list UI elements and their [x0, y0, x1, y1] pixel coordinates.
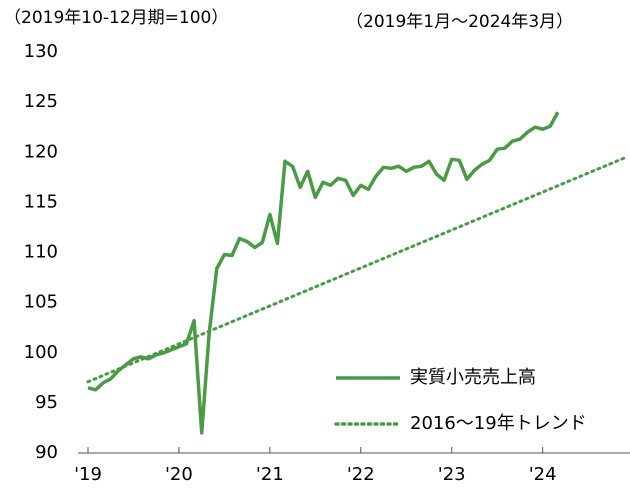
- x-tick-label: '23: [438, 464, 466, 485]
- y-tick-label: 105: [24, 292, 58, 313]
- y-tick-label: 125: [24, 91, 58, 112]
- subtitle-right: （2019年1月～2024年3月）: [346, 12, 573, 32]
- x-tick-label: '22: [347, 464, 375, 485]
- y-tick-label: 120: [24, 141, 58, 162]
- y-tick-label: 100: [24, 342, 58, 363]
- y-tick-label: 95: [35, 392, 58, 413]
- legend-label: 実質小売売上高: [410, 367, 536, 388]
- y-tick-label: 90: [35, 442, 58, 463]
- y-tick-label: 115: [24, 191, 58, 212]
- y-tick-label: 130: [24, 41, 58, 62]
- x-tick-label: '24: [529, 464, 557, 485]
- x-tick-label: '21: [256, 464, 284, 485]
- x-tick-label: '20: [165, 464, 193, 485]
- data-line: [86, 155, 628, 384]
- legend-label: 2016～19年トレンド: [410, 413, 587, 434]
- data-line: [87, 111, 560, 435]
- y-tick-label: 110: [24, 242, 58, 263]
- x-tick-label: '19: [74, 464, 102, 485]
- subtitle-left: （2019年10-12月期=100）: [4, 8, 228, 28]
